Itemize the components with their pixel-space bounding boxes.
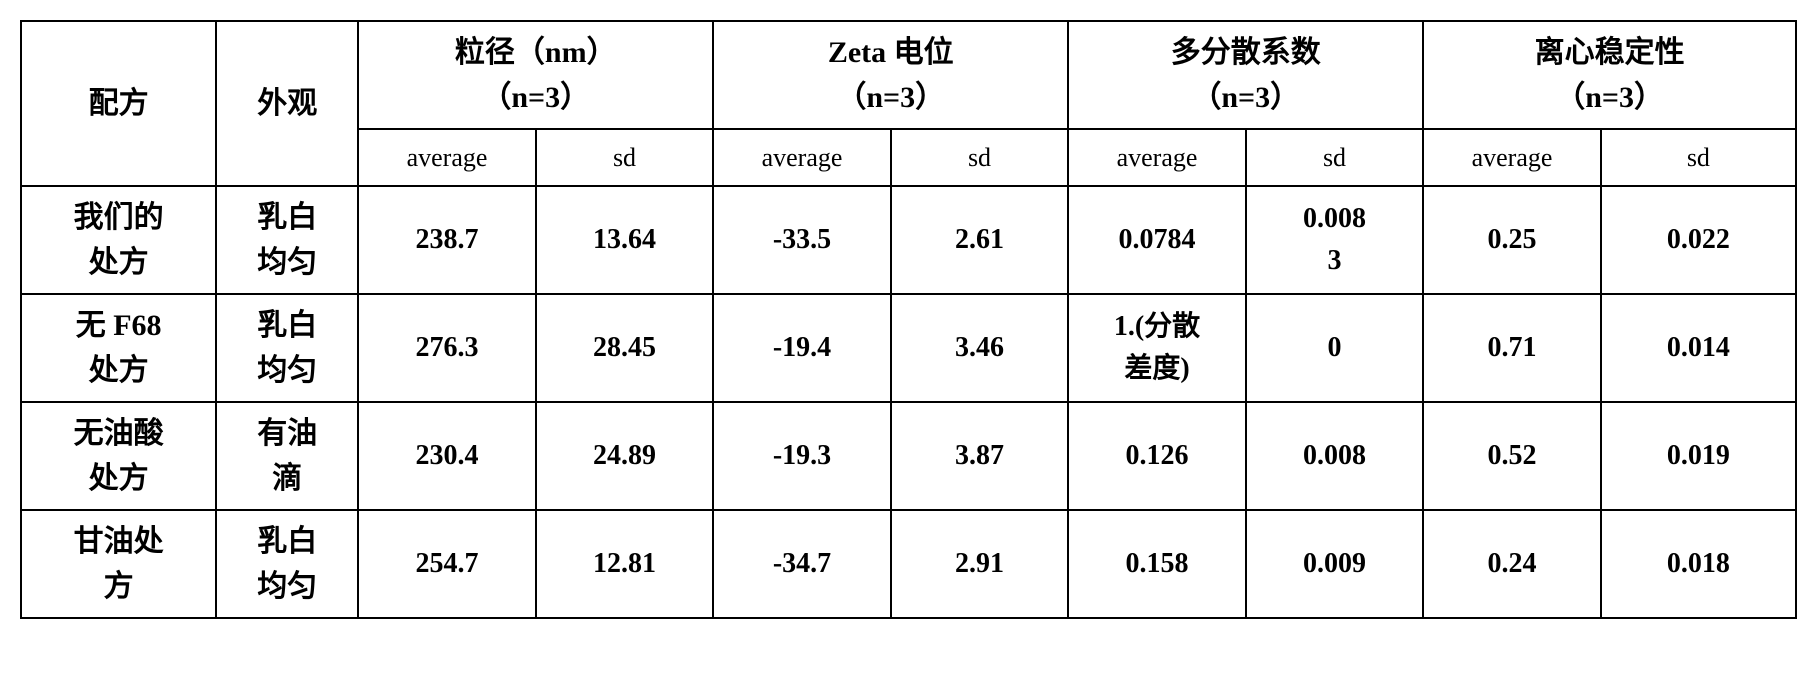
cell: 276.3: [358, 294, 536, 402]
header-appearance: 外观: [216, 21, 358, 186]
row-appearance: 乳白均匀: [216, 294, 358, 402]
cell: 12.81: [536, 510, 714, 618]
table-row: 我们的处方 乳白均匀 238.7 13.64 -33.5 2.61 0.0784…: [21, 186, 1796, 294]
row-appearance: 乳白均匀: [216, 510, 358, 618]
cell: 0.022: [1601, 186, 1796, 294]
cell: 238.7: [358, 186, 536, 294]
sub-0-1: sd: [536, 129, 714, 186]
cell: 24.89: [536, 402, 714, 510]
header-group-3: 离心稳定性（n=3）: [1423, 21, 1796, 129]
cell: 0: [1246, 294, 1424, 402]
sub-1-0: average: [713, 129, 891, 186]
sub-2-1: sd: [1246, 129, 1424, 186]
row-appearance: 乳白均匀: [216, 186, 358, 294]
data-table: 配方 外观 粒径（nm）（n=3） Zeta 电位（n=3） 多分散系数（n=3…: [20, 20, 1797, 619]
cell: 0.158: [1068, 510, 1246, 618]
cell: 3.46: [891, 294, 1069, 402]
header-group-1: Zeta 电位（n=3）: [713, 21, 1068, 129]
row-appearance: 有油滴: [216, 402, 358, 510]
sub-3-1: sd: [1601, 129, 1796, 186]
cell: 0.52: [1423, 402, 1601, 510]
row-formula: 我们的处方: [21, 186, 216, 294]
cell: -34.7: [713, 510, 891, 618]
cell: 0.126: [1068, 402, 1246, 510]
cell: -33.5: [713, 186, 891, 294]
row-formula: 无 F68处方: [21, 294, 216, 402]
cell: 0.018: [1601, 510, 1796, 618]
cell: 0.014: [1601, 294, 1796, 402]
cell: 0.019: [1601, 402, 1796, 510]
row-formula: 无油酸处方: [21, 402, 216, 510]
cell: 0.24: [1423, 510, 1601, 618]
cell: 0.008: [1246, 402, 1424, 510]
cell: 0.009: [1246, 510, 1424, 618]
cell: 2.91: [891, 510, 1069, 618]
cell: 230.4: [358, 402, 536, 510]
table-row: 无 F68处方 乳白均匀 276.3 28.45 -19.4 3.46 1.(分…: [21, 294, 1796, 402]
cell: 13.64: [536, 186, 714, 294]
header-row-1: 配方 外观 粒径（nm）（n=3） Zeta 电位（n=3） 多分散系数（n=3…: [21, 21, 1796, 129]
cell: 0.0083: [1246, 186, 1424, 294]
cell: 28.45: [536, 294, 714, 402]
cell: 2.61: [891, 186, 1069, 294]
cell: 1.(分散差度): [1068, 294, 1246, 402]
header-formula: 配方: [21, 21, 216, 186]
table-body: 我们的处方 乳白均匀 238.7 13.64 -33.5 2.61 0.0784…: [21, 186, 1796, 618]
cell: -19.3: [713, 402, 891, 510]
header-group-0: 粒径（nm）（n=3）: [358, 21, 713, 129]
cell: 0.0784: [1068, 186, 1246, 294]
row-formula: 甘油处方: [21, 510, 216, 618]
table-row: 无油酸处方 有油滴 230.4 24.89 -19.3 3.87 0.126 0…: [21, 402, 1796, 510]
table-row: 甘油处方 乳白均匀 254.7 12.81 -34.7 2.91 0.158 0…: [21, 510, 1796, 618]
cell: 254.7: [358, 510, 536, 618]
sub-1-1: sd: [891, 129, 1069, 186]
cell: 3.87: [891, 402, 1069, 510]
cell: 0.25: [1423, 186, 1601, 294]
sub-0-0: average: [358, 129, 536, 186]
sub-2-0: average: [1068, 129, 1246, 186]
cell: 0.71: [1423, 294, 1601, 402]
cell: -19.4: [713, 294, 891, 402]
sub-3-0: average: [1423, 129, 1601, 186]
header-group-2: 多分散系数（n=3）: [1068, 21, 1423, 129]
